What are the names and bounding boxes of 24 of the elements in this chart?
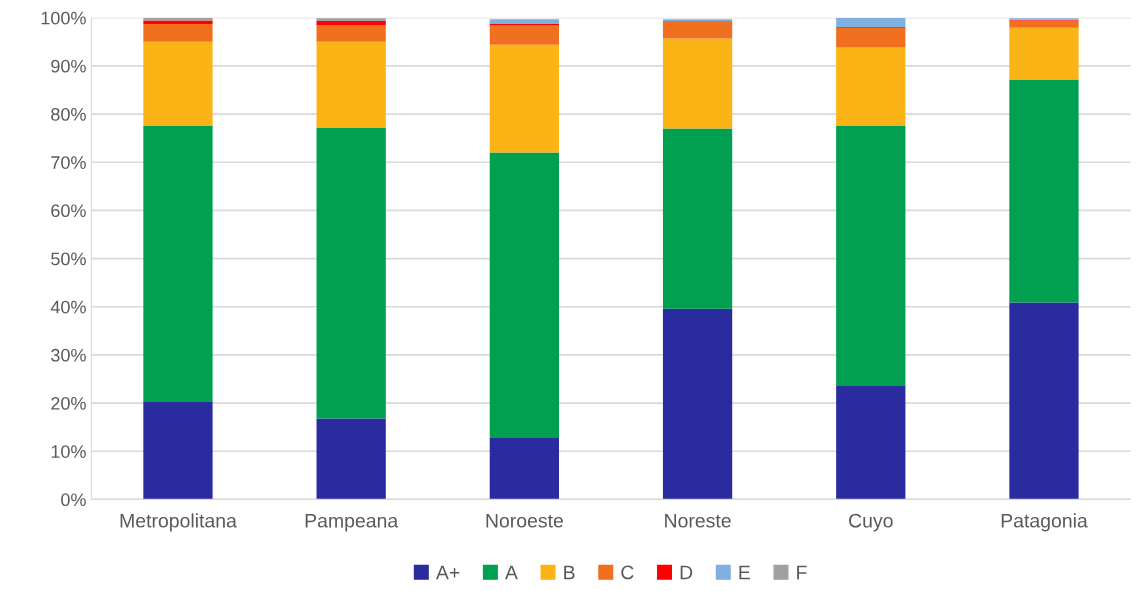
legend-label: B: [564, 565, 575, 580]
y-tick-label: 50%: [51, 252, 86, 266]
x-tick-label: Noroeste: [486, 514, 563, 528]
y-tick-label: 60%: [51, 204, 86, 218]
x-tick-label: Metropolitana: [120, 513, 237, 532]
y-tick-label: 20%: [51, 397, 86, 410]
legend-label: C: [621, 565, 634, 580]
y-tick-label: 40%: [50, 300, 86, 314]
y-tick-label: 10%: [51, 445, 86, 458]
y-tick-label: 100%: [41, 11, 86, 25]
legend-label: A+: [435, 565, 460, 580]
y-tick-label: 90%: [51, 59, 86, 73]
x-tick-label: Cuyo: [849, 513, 893, 532]
y-tick-label: 30%: [51, 348, 86, 362]
x-tick-label: Pampeana: [305, 514, 399, 532]
x-tick-label: Patagonia: [1001, 513, 1088, 532]
legend-label: A: [504, 565, 518, 580]
y-tick-label: 0%: [61, 493, 86, 507]
legend-label: E: [739, 565, 750, 580]
legend-label: D: [680, 565, 693, 580]
y-tick-label: 80%: [51, 108, 86, 121]
legend-label: F: [797, 565, 807, 580]
y-tick-label: 70%: [51, 156, 86, 169]
x-tick-label: Noreste: [665, 514, 731, 528]
